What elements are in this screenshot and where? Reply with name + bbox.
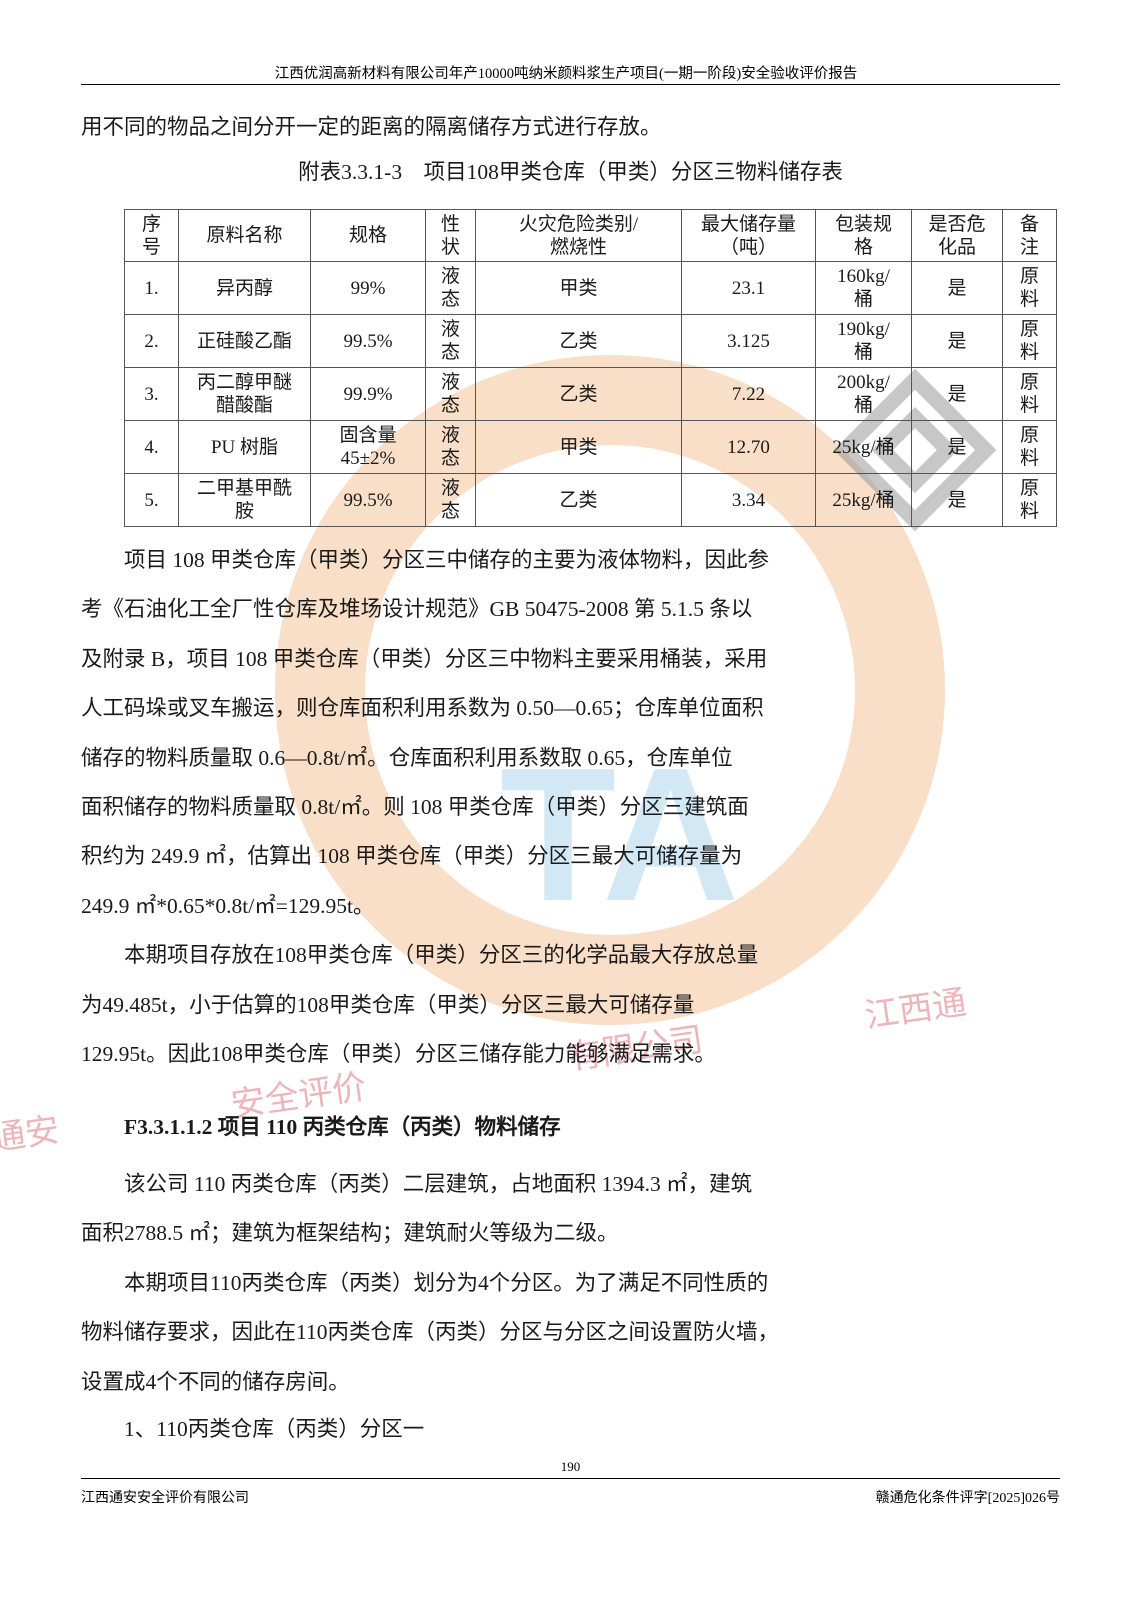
svg-text:江西通安: 江西通安 (0, 1111, 62, 1168)
